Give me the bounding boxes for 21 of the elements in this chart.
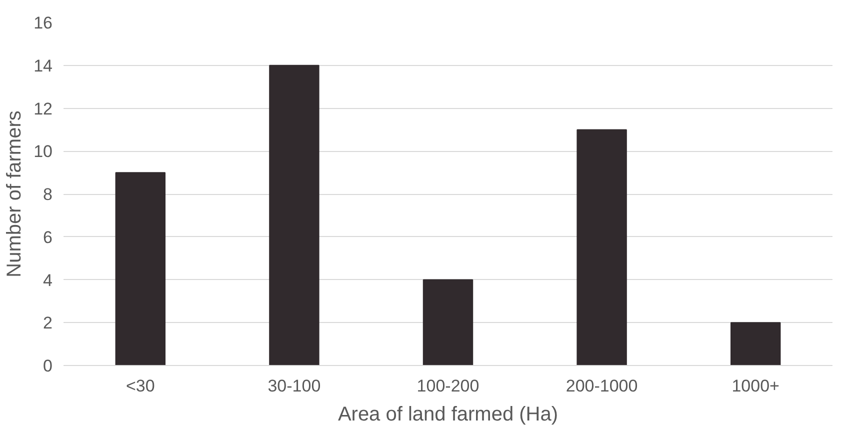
- y-tick-label: 14: [34, 56, 53, 76]
- x-tick-label: 30-100: [268, 376, 321, 396]
- x-axis-title: Area of land farmed (Ha): [338, 404, 558, 426]
- y-tick-label: 8: [43, 185, 53, 204]
- y-tick-label: 6: [43, 228, 53, 247]
- y-tick-label: 0: [43, 356, 53, 376]
- x-tick-label: 1000+: [732, 376, 780, 396]
- y-tick-label: 2: [43, 314, 53, 333]
- y-tick-label: 16: [34, 14, 53, 32]
- x-tick-label: 100-200: [416, 376, 480, 396]
- bar: [269, 64, 320, 366]
- bar: [115, 172, 166, 366]
- y-axis-title: Number of farmers: [4, 110, 26, 278]
- bar: [730, 322, 781, 366]
- bar: [422, 279, 474, 366]
- y-tick-label: 12: [34, 99, 53, 118]
- bar: [576, 129, 627, 366]
- y-tick-label: 4: [43, 270, 53, 290]
- x-tick-label: 200-1000: [566, 376, 638, 396]
- x-tick-label: <30: [126, 376, 155, 396]
- y-tick-label: 10: [34, 142, 53, 162]
